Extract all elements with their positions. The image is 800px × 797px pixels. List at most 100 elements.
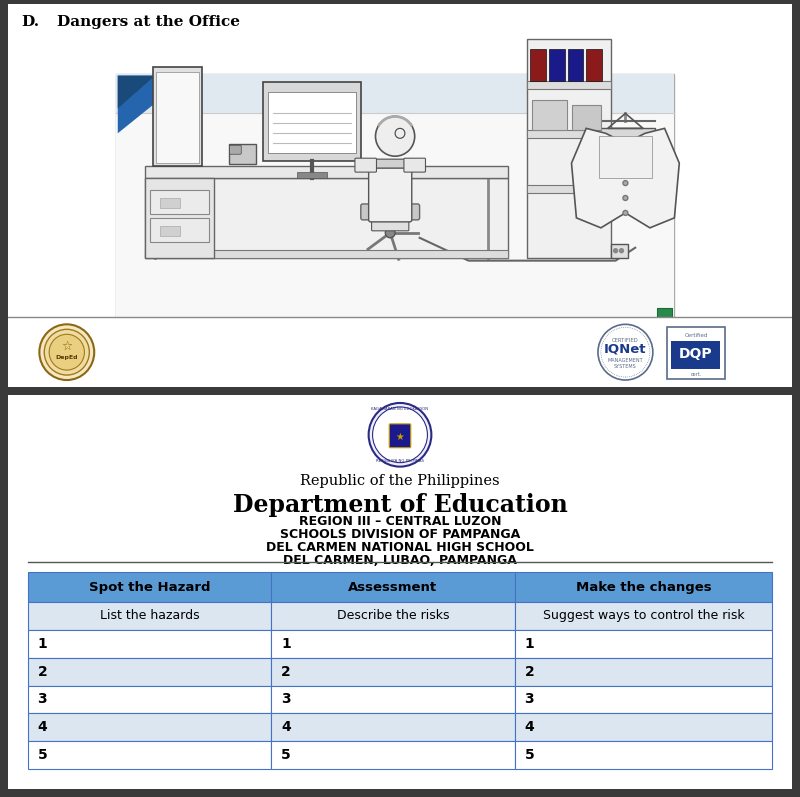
Text: Spot the Hazard: Spot the Hazard <box>89 580 210 594</box>
Text: KAGAWARAN NG EDUKASYON: KAGAWARAN NG EDUKASYON <box>371 407 429 411</box>
Text: 2: 2 <box>281 665 290 678</box>
Text: 2: 2 <box>525 665 534 678</box>
Text: IQNet: IQNet <box>604 343 646 355</box>
Bar <box>146 178 508 257</box>
Bar <box>596 128 654 183</box>
Bar <box>160 226 179 236</box>
Text: Suggest ways to control the risk: Suggest ways to control the risk <box>542 610 744 622</box>
Text: 2: 2 <box>38 665 47 678</box>
Bar <box>527 80 610 88</box>
Circle shape <box>49 334 85 370</box>
Text: CERTIFIED: CERTIFIED <box>612 338 638 343</box>
Bar <box>571 105 601 131</box>
Text: REPUBLIKA NG PILIPINAS: REPUBLIKA NG PILIPINAS <box>376 458 424 463</box>
Bar <box>27 602 271 630</box>
Text: Email Address: r3pamp.300886@deped.gov.ph: Email Address: r3pamp.300886@deped.gov.p… <box>106 355 368 365</box>
Text: 5: 5 <box>525 748 534 762</box>
Bar <box>8 317 792 387</box>
Bar <box>527 185 610 193</box>
Bar <box>599 136 652 178</box>
Text: 4: 4 <box>38 720 47 734</box>
Bar <box>586 49 602 80</box>
Bar <box>27 741 271 769</box>
Bar <box>146 249 508 257</box>
Bar <box>229 144 256 164</box>
Bar <box>262 81 361 161</box>
Text: Assessment: Assessment <box>348 580 438 594</box>
Bar <box>514 630 773 658</box>
Bar <box>27 572 271 602</box>
Bar <box>271 741 514 769</box>
Circle shape <box>39 324 94 380</box>
Bar <box>271 602 514 630</box>
Polygon shape <box>571 128 679 228</box>
Text: D.: D. <box>22 15 40 29</box>
Bar <box>153 67 202 166</box>
Text: Dangers at the Office: Dangers at the Office <box>57 15 240 29</box>
Text: ★: ★ <box>396 432 404 442</box>
Circle shape <box>373 407 427 462</box>
Text: SCHOOLS DIVISION OF PAMPANGA: SCHOOLS DIVISION OF PAMPANGA <box>280 528 520 541</box>
Bar <box>297 172 326 178</box>
Bar <box>150 218 209 241</box>
Text: DEL CARMEN NATIONAL HIGH SCHOOL: DEL CARMEN NATIONAL HIGH SCHOOL <box>266 541 534 554</box>
Text: DQP: DQP <box>679 347 713 361</box>
Text: 1: 1 <box>38 637 47 650</box>
Circle shape <box>598 324 653 380</box>
Text: 3: 3 <box>38 693 47 706</box>
Polygon shape <box>118 76 155 108</box>
Circle shape <box>375 116 414 156</box>
Text: DepEd: DepEd <box>55 355 78 359</box>
Bar <box>146 166 508 178</box>
Circle shape <box>369 403 431 466</box>
Bar <box>657 308 673 320</box>
Bar <box>514 658 773 685</box>
Bar <box>549 49 565 80</box>
Bar <box>271 630 514 658</box>
Bar <box>514 602 773 630</box>
Text: Describe the risks: Describe the risks <box>337 610 449 622</box>
Bar <box>530 49 546 80</box>
FancyBboxPatch shape <box>390 424 410 448</box>
Circle shape <box>44 329 90 375</box>
FancyBboxPatch shape <box>369 168 412 222</box>
Text: 3: 3 <box>281 693 290 706</box>
Bar <box>27 630 271 658</box>
Bar <box>116 113 674 322</box>
Text: 4: 4 <box>281 720 290 734</box>
Bar <box>514 685 773 713</box>
Text: List the hazards: List the hazards <box>99 610 199 622</box>
FancyBboxPatch shape <box>355 158 377 172</box>
Text: Republic of the Philippines: Republic of the Philippines <box>300 473 500 488</box>
Text: 4: 4 <box>525 720 534 734</box>
Bar <box>27 658 271 685</box>
Text: 3: 3 <box>525 693 534 706</box>
Circle shape <box>623 181 628 186</box>
Text: Contact Number: 0906 - 364-3731 / 0908 - 897 - 7880: Contact Number: 0906 - 364-3731 / 0908 -… <box>106 344 408 353</box>
Circle shape <box>619 249 623 253</box>
Bar <box>150 190 209 214</box>
FancyBboxPatch shape <box>404 158 426 172</box>
Text: 1: 1 <box>525 637 534 650</box>
Text: ☆: ☆ <box>61 340 73 353</box>
Text: Department of Education: Department of Education <box>233 493 567 516</box>
Bar <box>567 49 583 80</box>
Bar <box>610 244 628 257</box>
Bar <box>514 741 773 769</box>
Circle shape <box>614 249 618 253</box>
Bar <box>271 658 514 685</box>
Bar <box>271 572 514 602</box>
Bar <box>268 92 356 153</box>
Bar <box>666 328 726 379</box>
Text: cert.: cert. <box>690 371 702 376</box>
Bar <box>514 713 773 741</box>
Text: SYSTEMS: SYSTEMS <box>614 363 637 368</box>
Circle shape <box>386 228 395 238</box>
Bar <box>116 73 674 322</box>
Bar <box>532 100 566 131</box>
FancyBboxPatch shape <box>370 159 410 208</box>
Bar <box>527 131 610 139</box>
Text: Address:  Del Carmen, Lubao, Pampanga: Address: Del Carmen, Lubao, Pampanga <box>106 332 334 341</box>
Text: MANAGEMENT: MANAGEMENT <box>607 358 643 363</box>
FancyBboxPatch shape <box>371 217 409 231</box>
